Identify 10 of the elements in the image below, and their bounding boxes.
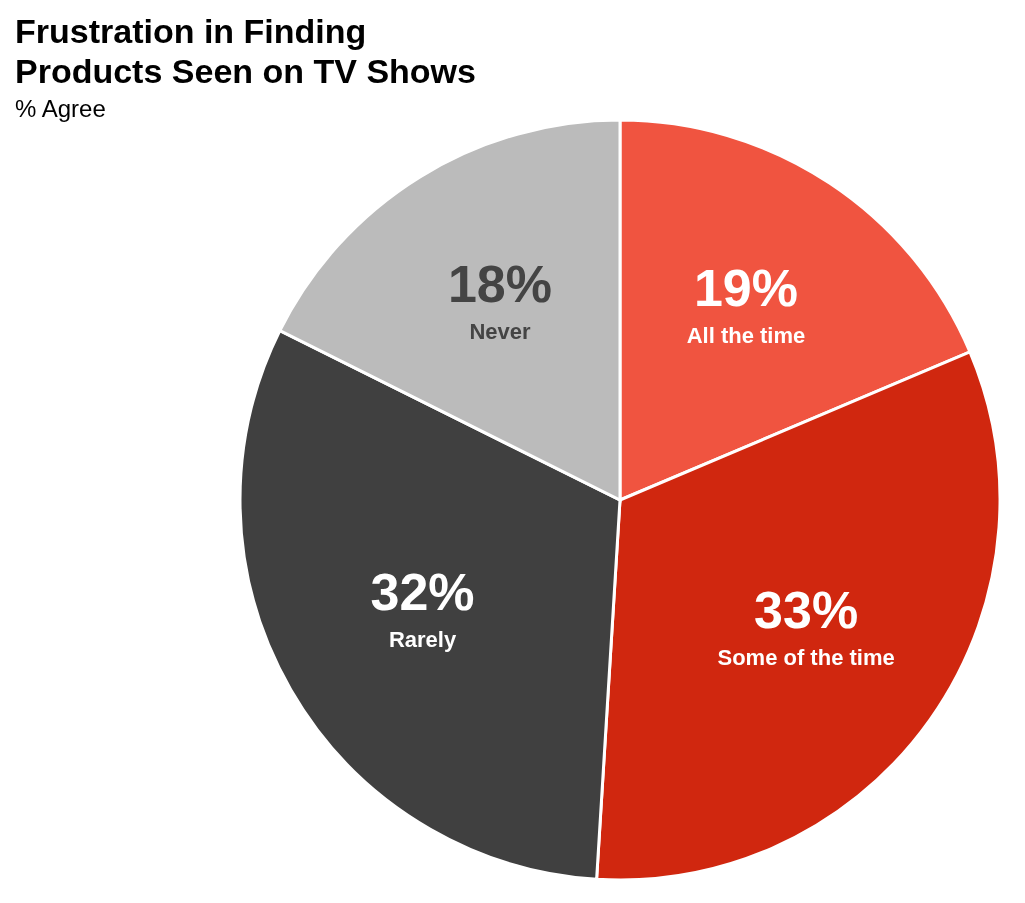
data-label: 33% [754,580,859,639]
data-label: 18% [447,255,553,314]
data-label: 32% [370,563,475,621]
slice-label: Never [469,319,531,345]
slice-label: All the time [686,322,806,348]
chart-title: Frustration in Finding Products Seen on TV Shows [15,12,476,90]
slice-label: Rarely [388,627,457,652]
slice-label: Some of the time [717,644,895,670]
chart-subtitle: % Agree [15,95,106,122]
data-label: 19% [693,258,798,317]
